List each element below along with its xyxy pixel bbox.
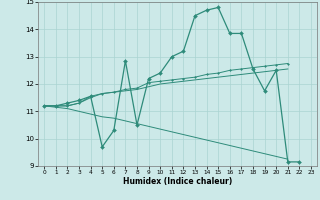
X-axis label: Humidex (Indice chaleur): Humidex (Indice chaleur) — [123, 177, 232, 186]
